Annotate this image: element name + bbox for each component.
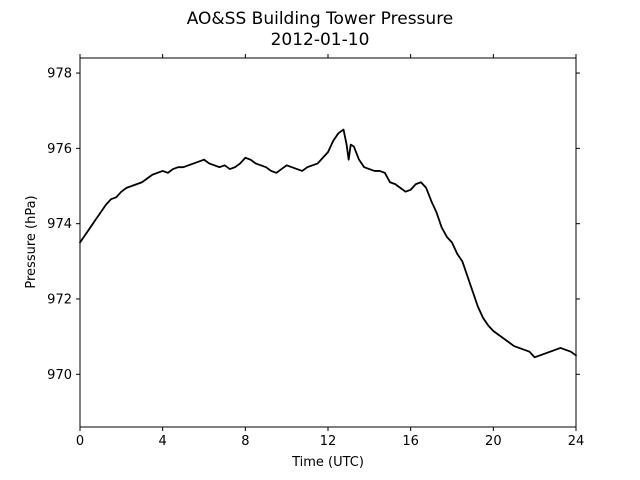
plot-area — [79, 57, 577, 428]
y-tick-label: 972 — [47, 292, 72, 307]
x-tick-label: 0 — [76, 434, 84, 449]
y-axis-label: Pressure (hPa) — [24, 195, 39, 288]
pressure-series-line — [79, 128, 577, 359]
x-tick-label: 12 — [320, 434, 337, 449]
y-tick-label: 976 — [47, 142, 72, 157]
x-tick-label: 16 — [402, 434, 419, 449]
y-tick-label: 970 — [47, 368, 72, 383]
x-axis-label: Time (UTC) — [291, 455, 364, 470]
chart-subtitle: 2012-01-10 — [271, 30, 370, 50]
y-axis-ticks: 970 972 974 976 978 — [47, 67, 580, 383]
chart-title: AO&SS Building Tower Pressure — [187, 9, 454, 29]
x-tick-label: 24 — [568, 434, 585, 449]
x-axis-ticks: 0 4 8 12 16 20 24 — [76, 54, 584, 449]
x-tick-label: 20 — [485, 434, 502, 449]
y-tick-label: 974 — [47, 217, 72, 232]
y-tick-label: 978 — [47, 67, 72, 82]
x-tick-label: 4 — [159, 434, 167, 449]
x-tick-label: 8 — [241, 434, 249, 449]
